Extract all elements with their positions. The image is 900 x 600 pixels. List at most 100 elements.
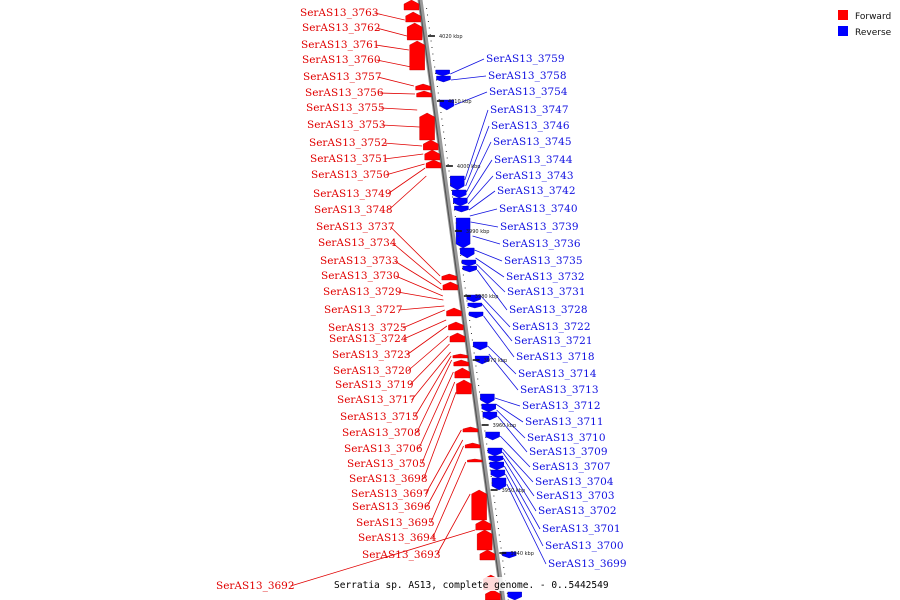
reverse-gene-label[interactable]: SerAS13_3713 (520, 384, 599, 396)
reverse-gene-label[interactable]: SerAS13_3699 (548, 558, 627, 570)
forward-gene-label[interactable]: SerAS13_3723 (332, 349, 411, 361)
forward-label-leader (418, 371, 454, 450)
reverse-gene-label[interactable]: SerAS13_3703 (536, 490, 615, 502)
forward-gene-label[interactable]: SerAS13_3724 (329, 333, 408, 345)
forward-gene-label[interactable]: SerAS13_3715 (340, 411, 419, 423)
reverse-gene-block (480, 393, 495, 405)
minor-tick (462, 274, 464, 276)
forward-gene-label[interactable]: SerAS13_3695 (356, 517, 435, 529)
reverse-label-leader (454, 91, 488, 106)
forward-gene-block (425, 159, 442, 169)
forward-gene-label[interactable]: SerAS13_3730 (321, 270, 400, 282)
minor-tick (463, 281, 465, 282)
reverse-gene-block (481, 403, 496, 413)
reverse-gene-label[interactable]: SerAS13_3747 (490, 104, 569, 116)
reverse-gene-label[interactable]: SerAS13_3722 (512, 321, 591, 333)
forward-gene-label[interactable]: SerAS13_3757 (303, 71, 382, 83)
forward-gene-label[interactable]: SerAS13_3720 (333, 365, 412, 377)
reverse-label-leader (470, 221, 499, 228)
minor-tick (427, 14, 429, 16)
minor-tick (477, 378, 479, 380)
minor-tick (495, 508, 497, 510)
reverse-gene-label[interactable]: SerAS13_3743 (495, 170, 574, 182)
reverse-gene-label[interactable]: SerAS13_3736 (502, 238, 581, 250)
reverse-gene-label[interactable]: SerAS13_3742 (497, 185, 576, 197)
minor-tick (496, 515, 498, 516)
reverse-gene-label[interactable]: SerAS13_3731 (507, 286, 586, 298)
minor-tick (453, 203, 455, 204)
forward-gene-label[interactable]: SerAS13_3717 (337, 394, 416, 406)
reverse-gene-label[interactable]: SerAS13_3704 (535, 476, 614, 488)
forward-gene-block (441, 273, 458, 281)
minor-tick (470, 326, 472, 328)
reverse-gene-label[interactable]: SerAS13_3740 (499, 203, 578, 215)
reverse-gene-label[interactable]: SerAS13_3718 (516, 351, 595, 363)
forward-gene-label[interactable]: SerAS13_3729 (323, 286, 402, 298)
reverse-gene-label[interactable]: SerAS13_3759 (486, 53, 565, 65)
forward-gene-label[interactable]: SerAS13_3694 (358, 532, 437, 544)
reverse-label-leader (487, 345, 517, 375)
forward-label-leader (425, 429, 462, 495)
forward-gene-label[interactable]: SerAS13_3748 (314, 204, 393, 216)
forward-gene-label[interactable]: SerAS13_3708 (342, 427, 421, 439)
forward-gene-label[interactable]: SerAS13_3751 (310, 153, 389, 165)
reverse-label-leader (476, 269, 508, 311)
reverse-gene-label[interactable]: SerAS13_3714 (518, 368, 597, 380)
forward-gene-label[interactable]: SerAS13_3756 (305, 87, 384, 99)
reverse-gene-label[interactable]: SerAS13_3739 (500, 221, 579, 233)
reverse-gene-label[interactable]: SerAS13_3707 (532, 461, 611, 473)
forward-gene-label[interactable]: SerAS13_3761 (301, 39, 380, 51)
reverse-gene-label[interactable]: SerAS13_3702 (538, 505, 617, 517)
forward-label-leader (421, 381, 456, 465)
minor-tick (461, 268, 463, 269)
reverse-gene-label[interactable]: SerAS13_3754 (489, 86, 568, 98)
minor-tick (461, 261, 463, 263)
forward-label-leader (398, 305, 445, 311)
forward-label-leader (432, 461, 467, 539)
forward-gene-label[interactable]: SerAS13_3693 (362, 549, 441, 561)
reverse-gene-label[interactable]: SerAS13_3735 (504, 255, 583, 267)
forward-gene-label[interactable]: SerAS13_3734 (318, 237, 397, 249)
forward-gene-label[interactable]: SerAS13_3696 (352, 501, 431, 513)
forward-gene-label[interactable]: SerAS13_3750 (311, 169, 390, 181)
forward-gene-label[interactable]: SerAS13_3727 (324, 304, 403, 316)
forward-gene-label[interactable]: SerAS13_3706 (344, 443, 423, 455)
reverse-gene-label[interactable]: SerAS13_3745 (493, 136, 572, 148)
reverse-gene-label[interactable]: SerAS13_3728 (509, 304, 588, 316)
forward-gene-label[interactable]: SerAS13_3719 (335, 379, 414, 391)
forward-gene-label[interactable]: SerAS13_3733 (320, 255, 399, 267)
reverse-gene-label[interactable]: SerAS13_3701 (542, 523, 621, 535)
minor-tick (501, 554, 503, 555)
forward-gene-label[interactable]: SerAS13_3697 (351, 488, 430, 500)
reverse-gene-label[interactable]: SerAS13_3721 (514, 335, 593, 347)
forward-gene-label[interactable]: SerAS13_3725 (328, 322, 407, 334)
minor-tick (453, 209, 455, 211)
forward-gene-block (416, 90, 432, 98)
reverse-gene-label[interactable]: SerAS13_3711 (525, 416, 604, 428)
reverse-gene-label[interactable]: SerAS13_3744 (494, 154, 573, 166)
reverse-gene-label[interactable]: SerAS13_3732 (506, 271, 585, 283)
forward-gene-label[interactable]: SerAS13_3749 (313, 188, 392, 200)
forward-gene-block (475, 519, 491, 531)
forward-gene-block (405, 11, 421, 23)
forward-gene-label[interactable]: SerAS13_3705 (347, 458, 426, 470)
forward-gene-label[interactable]: SerAS13_3762 (302, 22, 381, 34)
minor-tick (452, 196, 454, 198)
forward-gene-label[interactable]: SerAS13_3692 (216, 580, 295, 592)
reverse-gene-label[interactable]: SerAS13_3709 (529, 446, 608, 458)
forward-gene-label[interactable]: SerAS13_3760 (302, 54, 381, 66)
forward-gene-label[interactable]: SerAS13_3698 (349, 473, 428, 485)
reverse-gene-label[interactable]: SerAS13_3758 (488, 70, 567, 82)
forward-gene-label[interactable]: SerAS13_3752 (309, 137, 388, 149)
forward-gene-label[interactable]: SerAS13_3755 (306, 102, 385, 114)
forward-gene-label[interactable]: SerAS13_3737 (316, 221, 395, 233)
reverse-gene-label[interactable]: SerAS13_3700 (545, 540, 624, 552)
minor-tick (479, 391, 481, 393)
forward-gene-label[interactable]: SerAS13_3763 (300, 7, 379, 19)
forward-gene-block (456, 379, 472, 395)
reverse-gene-label[interactable]: SerAS13_3710 (527, 432, 606, 444)
reverse-gene-label[interactable]: SerAS13_3712 (522, 400, 601, 412)
reverse-gene-label[interactable]: SerAS13_3746 (491, 120, 570, 132)
forward-gene-block (462, 426, 479, 433)
forward-gene-label[interactable]: SerAS13_3753 (307, 119, 386, 131)
